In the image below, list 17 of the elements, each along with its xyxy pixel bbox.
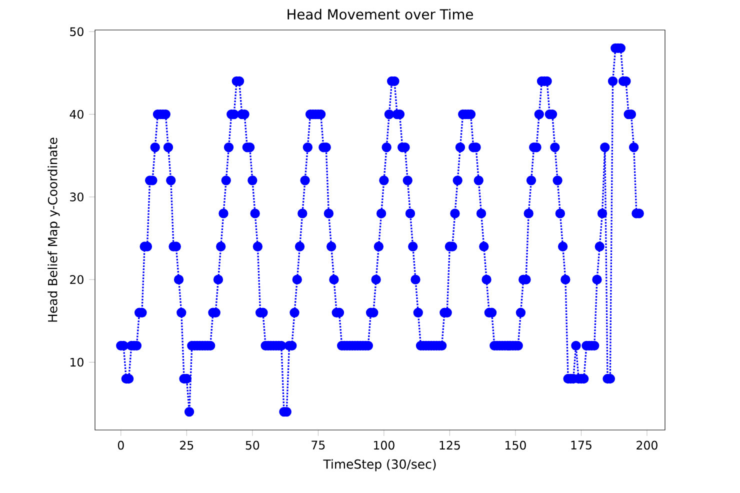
y-tick-label: 50 <box>70 27 84 36</box>
x-tick-label: 200 <box>636 440 658 450</box>
y-tick-label: 20 <box>70 275 84 284</box>
x-tick-label: 75 <box>312 440 325 450</box>
x-tick-label: 0 <box>118 440 124 450</box>
chart-title: Head Movement over Time <box>288 8 473 20</box>
x-tick-label: 150 <box>506 440 526 450</box>
y-tick-label: 40 <box>70 110 84 119</box>
x-tick-label: 50 <box>246 440 260 450</box>
x-tick-label: 25 <box>180 440 194 450</box>
x-tick-label: 175 <box>571 440 592 450</box>
y-axis-title: Head Belief Map y-Coordinate <box>48 138 60 322</box>
x-tick-label: 100 <box>374 440 394 450</box>
y-tick-label: 10 <box>70 358 84 367</box>
x-axis-title: TimeStep (30/sec) <box>323 459 436 472</box>
y-tick-label: 30 <box>70 192 84 202</box>
x-tick-label: 125 <box>440 440 460 450</box>
